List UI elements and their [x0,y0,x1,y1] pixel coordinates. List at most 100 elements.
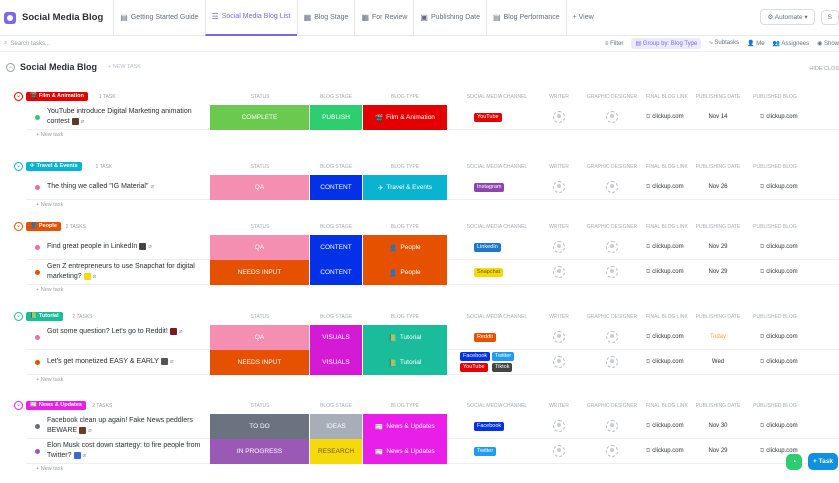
tab-blog-stage[interactable]: ▦ Blog Stage [296,0,355,36]
channel-tag[interactable]: Instagram [474,183,505,192]
channel-tag[interactable]: Twitter [474,447,497,456]
task-name[interactable]: Let's get monetized EASY & EARLY ⌀ [47,357,207,367]
writer-avatar-icon[interactable] [553,241,565,253]
column-header[interactable]: BLOG STAGE [320,164,352,170]
status-cell[interactable]: QA [210,325,310,350]
chevron-down-icon[interactable]: ⌄ [14,401,23,410]
column-header[interactable]: STATUS [250,314,270,320]
new-task-button[interactable]: + New task [36,287,64,293]
task-name[interactable]: The thing we called "IG Material" ⌀ [47,182,207,192]
task-name[interactable]: Elon Musk cost down startegy: to fire pe… [47,441,207,461]
blog-stage-cell[interactable]: VISUALS [310,325,363,350]
column-header[interactable]: PUBLISHING DATE [695,403,741,409]
task-name[interactable]: Facebook clean up again! Fake News peddl… [47,416,207,436]
writer-avatar-icon[interactable] [553,181,565,193]
writer-avatar-icon[interactable] [553,331,565,343]
column-header[interactable]: PUBLISHED BLOG [753,224,797,230]
tab-social-media-blog-list[interactable]: ☰ Social Media Blog List [204,0,297,36]
new-task-button[interactable]: + New task [36,377,64,383]
column-header[interactable]: BLOG TYPE [390,94,420,100]
channel-tag[interactable]: YouTube [460,363,488,372]
channel-tag[interactable]: Twitter [492,352,515,361]
channel-tag[interactable]: Facebook [460,352,491,361]
published-blog-link[interactable]: ⧉ clickup.com [760,359,798,366]
new-task-button[interactable]: + New task [36,132,64,138]
blog-type-cell[interactable]: 📗 Tutorial [363,325,448,350]
column-header[interactable]: GRAPHIC DESIGNER [586,94,638,100]
automate-button[interactable]: ⚙ Automate ▾ [760,9,815,25]
blog-type-cell[interactable]: 👤 People [363,260,448,285]
column-header[interactable]: STATUS [250,403,270,409]
tab-for-review[interactable]: ▦ For Review [354,0,413,36]
chevron-down-icon[interactable]: ⌄ [14,312,23,321]
status-cell[interactable]: IN PROGRESS [210,439,310,464]
published-blog-link[interactable]: ⧉ clickup.com [760,448,798,455]
attachment-icon[interactable]: ⌀ [92,274,97,280]
column-header[interactable]: PUBLISHED BLOG [753,94,797,100]
subtasks-button[interactable]: ⤷ Subtasks [709,40,740,46]
final-blog-link[interactable]: ⧉ clickup.com [646,334,684,341]
assignees-button[interactable]: 👥 Assignees [772,41,810,47]
writer-avatar-icon[interactable] [553,111,565,123]
status-dot[interactable] [35,245,40,250]
column-header[interactable]: STATUS [250,94,270,100]
task-name[interactable]: Find great people in LinkedIn ⌀ [47,242,207,252]
column-header[interactable]: WRITER [549,94,569,100]
blog-stage-cell[interactable]: IDEAS [310,414,363,439]
blog-type-cell[interactable]: 🎬 Film & Animation [363,105,448,130]
final-blog-link[interactable]: ⧉ clickup.com [646,269,684,276]
column-header[interactable]: BLOG TYPE [390,224,420,230]
writer-avatar-icon[interactable] [553,445,565,457]
column-header[interactable]: PUBLISHING DATE [695,314,741,320]
table-row[interactable]: Facebook clean up again! Fake News peddl… [26,414,839,439]
status-dot[interactable] [35,360,40,365]
column-header[interactable]: PUBLISHING DATE [695,94,741,100]
group-badge[interactable]: 📗 Tutorial [26,312,63,321]
tab-publishing-date[interactable]: ▣ Publishing Date [413,0,486,36]
column-header[interactable]: BLOG TYPE [390,403,420,409]
table-row[interactable]: The thing we called "IG Material" ⌀ QA CONT… [26,175,839,200]
column-header[interactable]: WRITER [549,403,569,409]
column-header[interactable]: PUBLISHED BLOG [753,403,797,409]
attachment-icon[interactable]: ⌀ [82,453,87,459]
column-header[interactable]: BLOG STAGE [320,403,352,409]
blog-stage-cell[interactable]: VISUALS [310,350,363,375]
column-header[interactable]: BLOG STAGE [320,94,352,100]
column-header[interactable]: BLOG TYPE [390,314,420,320]
designer-avatar-icon[interactable] [606,241,618,253]
attachment-icon[interactable]: ⌀ [148,244,152,250]
group-badge[interactable]: ✈ Travel & Events [26,162,82,171]
status-dot[interactable] [35,185,40,190]
published-blog-link[interactable]: ⧉ clickup.com [760,114,798,121]
publishing-date[interactable]: Nov 14 [708,114,728,120]
column-header[interactable]: STATUS [250,164,270,170]
final-blog-link[interactable]: ⧉ clickup.com [646,359,684,366]
published-blog-link[interactable]: ⧉ clickup.com [760,244,798,251]
attachment-icon[interactable]: ⌀ [150,184,155,190]
writer-avatar-icon[interactable] [553,420,565,432]
blog-type-cell[interactable]: 📗 Tutorial [363,350,448,375]
final-blog-link[interactable]: ⧉ clickup.com [646,244,684,251]
column-header[interactable]: BLOG TYPE [390,164,420,170]
column-header[interactable]: BLOG STAGE [320,224,352,230]
attachment-icon[interactable]: ⌀ [169,359,174,365]
status-cell[interactable]: COMPLETE [210,105,310,130]
blog-stage-cell[interactable]: CONTENT [310,235,363,260]
writer-avatar-icon[interactable] [553,266,565,278]
group-badge[interactable]: 📰 News & Updates [26,401,86,410]
table-row[interactable]: Let's get monetized EASY & EARLY ⌀ NEEDS I… [26,350,839,375]
status-cell[interactable]: QA [210,235,310,260]
column-header[interactable]: BLOG STAGE [320,314,352,320]
group-badge[interactable]: 👤 People [26,222,61,231]
column-header[interactable]: GRAPHIC DESIGNER [586,314,638,320]
blog-stage-cell[interactable]: CONTENT [310,175,363,200]
tab-blog-performance[interactable]: ▤ Blog Performance [486,0,566,36]
attachment-icon[interactable]: ⌀ [178,329,183,335]
published-blog-link[interactable]: ⧉ clickup.com [760,334,798,341]
status-cell[interactable]: QA [210,175,310,200]
published-blog-link[interactable]: ⧉ clickup.com [760,423,798,430]
status-cell[interactable]: NEEDS INPUT [210,260,310,285]
chevron-down-icon[interactable]: ⌄ [14,162,23,171]
column-header[interactable]: FINAL BLOG LINK [646,224,688,230]
writer-avatar-icon[interactable] [553,356,565,368]
